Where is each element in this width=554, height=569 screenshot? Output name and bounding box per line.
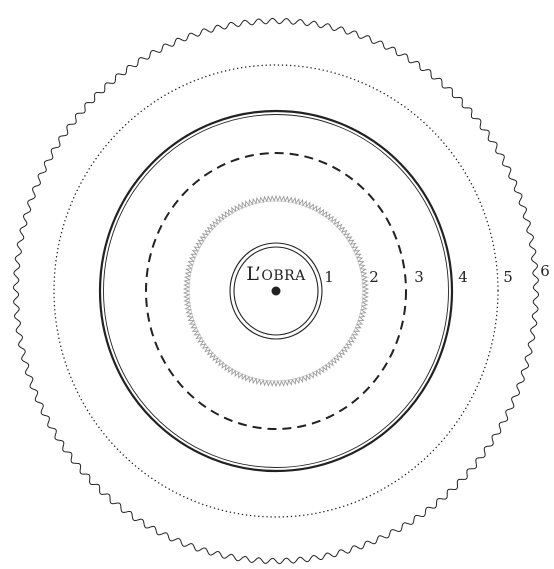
center-label: L’OBRA (246, 263, 306, 285)
ring-label-5: 5 (503, 268, 513, 286)
ring-label-2: 2 (369, 268, 379, 286)
ring-label-4: 4 (458, 268, 468, 286)
center-dot (271, 286, 281, 296)
ring-4-outer-line (98, 109, 454, 473)
center-label-rest: OBRA (261, 268, 306, 284)
ring-6-wavy (12, 17, 540, 565)
ring-5-dotted (53, 64, 499, 518)
ring-1-inner-line (233, 246, 319, 336)
ring-label-6: 6 (540, 262, 550, 280)
ring-label-3: 3 (414, 268, 424, 286)
ring-1-outer-line (229, 242, 323, 340)
center-label-initial: L’ (246, 263, 261, 285)
ring-3-dashed (145, 152, 407, 430)
ring-label-1: 1 (324, 268, 334, 286)
ring-4-inner-line (103, 114, 449, 468)
ring-2-zigzag-inner-edge (188, 200, 364, 382)
